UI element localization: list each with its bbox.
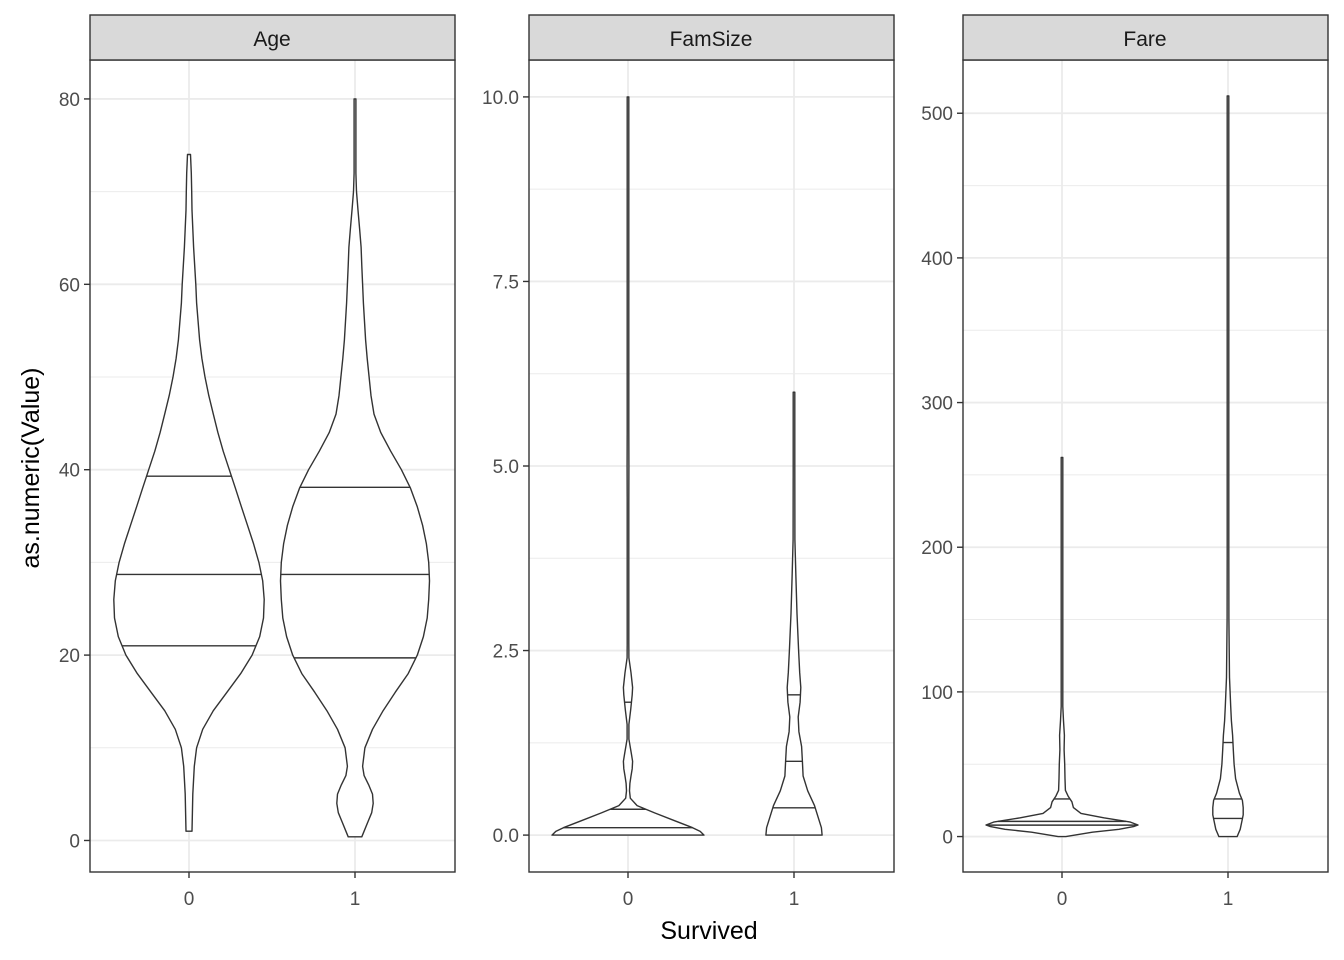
y-tick-label: 40 [59, 461, 80, 482]
x-tick-label: 1 [350, 889, 361, 910]
y-tick-label: 7.5 [493, 272, 519, 293]
y-tick-label: 0.0 [493, 826, 519, 847]
x-tick-label: 0 [1057, 889, 1068, 910]
y-tick-label: 20 [59, 646, 80, 667]
facet-strip [962, 14, 1329, 61]
y-tick-label: 10.0 [482, 88, 519, 109]
strip-label-famsize: FamSize [670, 28, 753, 51]
strip-label-age: Age [253, 28, 290, 51]
violin-fare-1 [1212, 95, 1244, 838]
facet-strip [528, 14, 895, 61]
facet-famsize: 0.0 2.5 5.0 7.5 10.0 0 1 [482, 14, 895, 910]
strip-label-fare: Fare [1123, 28, 1166, 51]
x-tick-label: 1 [789, 889, 800, 910]
y-tick-label: 200 [921, 538, 953, 559]
y-tick-label: 300 [921, 394, 953, 415]
y-tick-label: 5.0 [493, 457, 519, 478]
y-axis-title: as.numeric(Value) [17, 367, 45, 568]
panel-background [963, 60, 1328, 872]
y-tick-label: 100 [921, 683, 953, 704]
violin-famsize-1 [765, 391, 823, 836]
x-tick-label: 0 [623, 889, 634, 910]
facet-strip [89, 14, 456, 61]
panel-background [90, 60, 455, 872]
x-axis-title: Survived [660, 917, 757, 945]
violin-age-1 [279, 98, 431, 838]
y-tick-label: 500 [921, 104, 953, 125]
facet-age: 0 20 40 60 80 0 1 [59, 14, 456, 910]
x-tick-label: 1 [1223, 889, 1234, 910]
y-tick-label: 0 [942, 828, 953, 849]
violin-age-0 [113, 153, 265, 832]
y-tick-label: 0 [69, 831, 80, 852]
violin-fare-0 [985, 456, 1139, 838]
y-tick-label: 80 [59, 90, 80, 111]
y-tick-label: 60 [59, 275, 80, 296]
y-tick-label: 400 [921, 249, 953, 270]
facet-fare: 0 100 200 300 400 500 0 1 [921, 14, 1329, 910]
x-tick-label: 0 [184, 889, 195, 910]
violin-famsize-0 [551, 96, 705, 836]
y-tick-label: 2.5 [493, 642, 519, 663]
